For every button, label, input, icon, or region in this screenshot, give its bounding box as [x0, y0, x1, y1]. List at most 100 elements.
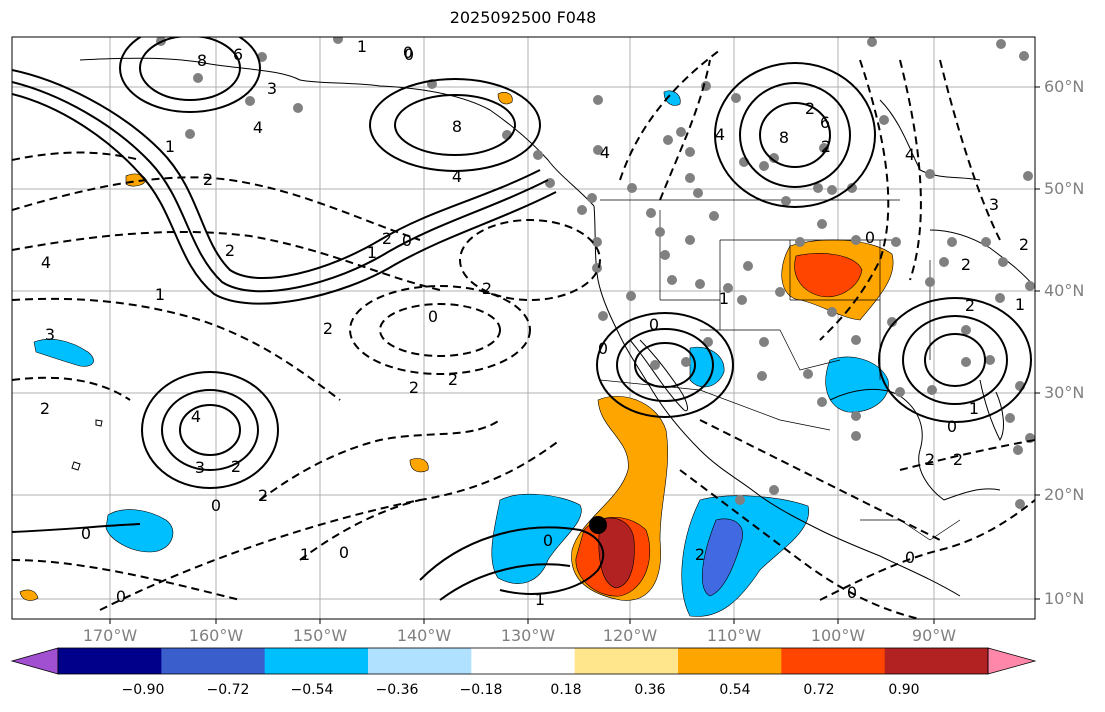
- svg-text:0: 0: [847, 583, 857, 602]
- lat-label-60n: 60°N: [1044, 77, 1085, 96]
- colorbar-tick: −0.36: [375, 682, 419, 698]
- colorbar-frame: [57, 647, 989, 675]
- svg-text:2: 2: [695, 545, 705, 564]
- colorbar-segment: [884, 648, 989, 674]
- svg-text:6: 6: [233, 45, 243, 64]
- svg-text:0: 0: [339, 543, 349, 562]
- coast-hawaii-1: [71, 461, 81, 471]
- colorbar-extend-max: [987, 647, 1037, 675]
- station-markers: [156, 37, 1035, 509]
- colorbar-segment: [574, 648, 679, 674]
- shade-negative-west: [105, 509, 174, 553]
- shade-positive-small-4: [19, 589, 39, 601]
- svg-text:1: 1: [719, 289, 729, 308]
- svg-text:2: 2: [925, 450, 935, 469]
- svg-text:8: 8: [452, 117, 462, 136]
- svg-text:2: 2: [482, 279, 492, 298]
- shade-negative-gulf: [825, 356, 889, 413]
- axis-ticks: [109, 86, 1040, 624]
- svg-text:2: 2: [961, 255, 971, 274]
- svg-text:2: 2: [965, 296, 975, 315]
- colorbar-tick: −0.54: [290, 682, 334, 698]
- svg-text:0: 0: [404, 45, 414, 64]
- svg-text:0: 0: [403, 43, 413, 62]
- shade-negative-hawaii: [33, 339, 94, 367]
- lat-label-10n: 10°N: [1044, 589, 1085, 608]
- contours-solid: [12, 37, 1032, 601]
- colorbar-tick: 0.36: [634, 682, 666, 698]
- colorbar-tick: −0.90: [121, 682, 165, 698]
- svg-text:2: 2: [953, 450, 963, 469]
- svg-text:1: 1: [1015, 295, 1025, 314]
- svg-text:0: 0: [543, 531, 553, 550]
- svg-text:0: 0: [598, 339, 608, 358]
- svg-text:2: 2: [323, 319, 333, 338]
- svg-text:0: 0: [905, 548, 915, 567]
- svg-text:2: 2: [382, 229, 392, 248]
- colorbar-segment: [781, 648, 886, 674]
- svg-text:4: 4: [715, 125, 725, 144]
- map-frame: [11, 36, 1036, 620]
- svg-text:1: 1: [367, 243, 377, 262]
- shade-negative-east-pacific: [491, 493, 582, 584]
- lon-label-140w: 140°W: [396, 626, 452, 645]
- svg-text:4: 4: [905, 145, 915, 164]
- coast-east-us: [929, 229, 1035, 287]
- svg-text:2: 2: [805, 99, 815, 118]
- lon-label-160w: 160°W: [188, 626, 244, 645]
- svg-text:2: 2: [40, 399, 50, 418]
- lat-label-30n: 30°N: [1044, 383, 1085, 402]
- svg-text:2: 2: [409, 378, 419, 397]
- lon-label-110w: 110°W: [706, 626, 762, 645]
- lon-label-150w: 150°W: [292, 626, 348, 645]
- svg-text:2: 2: [231, 457, 241, 476]
- svg-text:8: 8: [197, 51, 207, 70]
- contours-dashed: [12, 49, 1035, 619]
- svg-text:0: 0: [947, 417, 957, 436]
- svg-text:2: 2: [821, 137, 831, 156]
- colorbar-segment: [471, 648, 576, 674]
- svg-text:4: 4: [41, 253, 51, 272]
- svg-text:0: 0: [865, 228, 875, 247]
- colorbar-tick: 0.72: [803, 682, 835, 698]
- svg-text:1: 1: [535, 590, 545, 609]
- colorbar-tick: 0.18: [550, 682, 582, 698]
- coast-west-us: [593, 205, 961, 597]
- svg-text:0: 0: [402, 231, 412, 250]
- svg-text:0: 0: [211, 496, 221, 515]
- shade-positive-plains-strong: [794, 253, 863, 298]
- colorbar-tick: 0.90: [888, 682, 920, 698]
- svg-text:3: 3: [267, 79, 277, 98]
- colorbar-segment: [368, 648, 472, 674]
- colorbar-tick: −0.72: [206, 682, 250, 698]
- storm-center-marker: [589, 516, 607, 534]
- svg-text:3: 3: [989, 195, 999, 214]
- svg-text:1: 1: [300, 545, 310, 564]
- svg-text:2: 2: [203, 170, 213, 189]
- svg-text:0: 0: [649, 315, 659, 334]
- shade-positive-small-2: [497, 92, 513, 105]
- svg-text:3: 3: [45, 325, 55, 344]
- colorbar-extend-min: [10, 647, 59, 675]
- svg-text:1: 1: [165, 137, 175, 156]
- svg-text:4: 4: [253, 118, 263, 137]
- shade-negative-baja: [689, 346, 725, 388]
- colorbar: [10, 647, 1037, 675]
- lon-label-130w: 130°W: [500, 626, 556, 645]
- lat-label-20n: 20°N: [1044, 485, 1085, 504]
- svg-text:0: 0: [116, 587, 126, 606]
- colorbar-tick: 0.54: [719, 682, 751, 698]
- svg-text:8: 8: [779, 128, 789, 147]
- svg-text:1: 1: [357, 37, 367, 56]
- svg-text:1: 1: [969, 399, 979, 418]
- coast-alaska: [79, 57, 595, 207]
- svg-text:2: 2: [448, 370, 458, 389]
- svg-text:4: 4: [452, 167, 462, 186]
- lat-label-40n: 40°N: [1044, 281, 1085, 300]
- svg-text:6: 6: [820, 113, 830, 132]
- svg-text:2: 2: [1019, 235, 1029, 254]
- svg-text:1: 1: [155, 285, 165, 304]
- svg-text:2: 2: [225, 241, 235, 260]
- lat-label-50n: 50°N: [1044, 179, 1085, 198]
